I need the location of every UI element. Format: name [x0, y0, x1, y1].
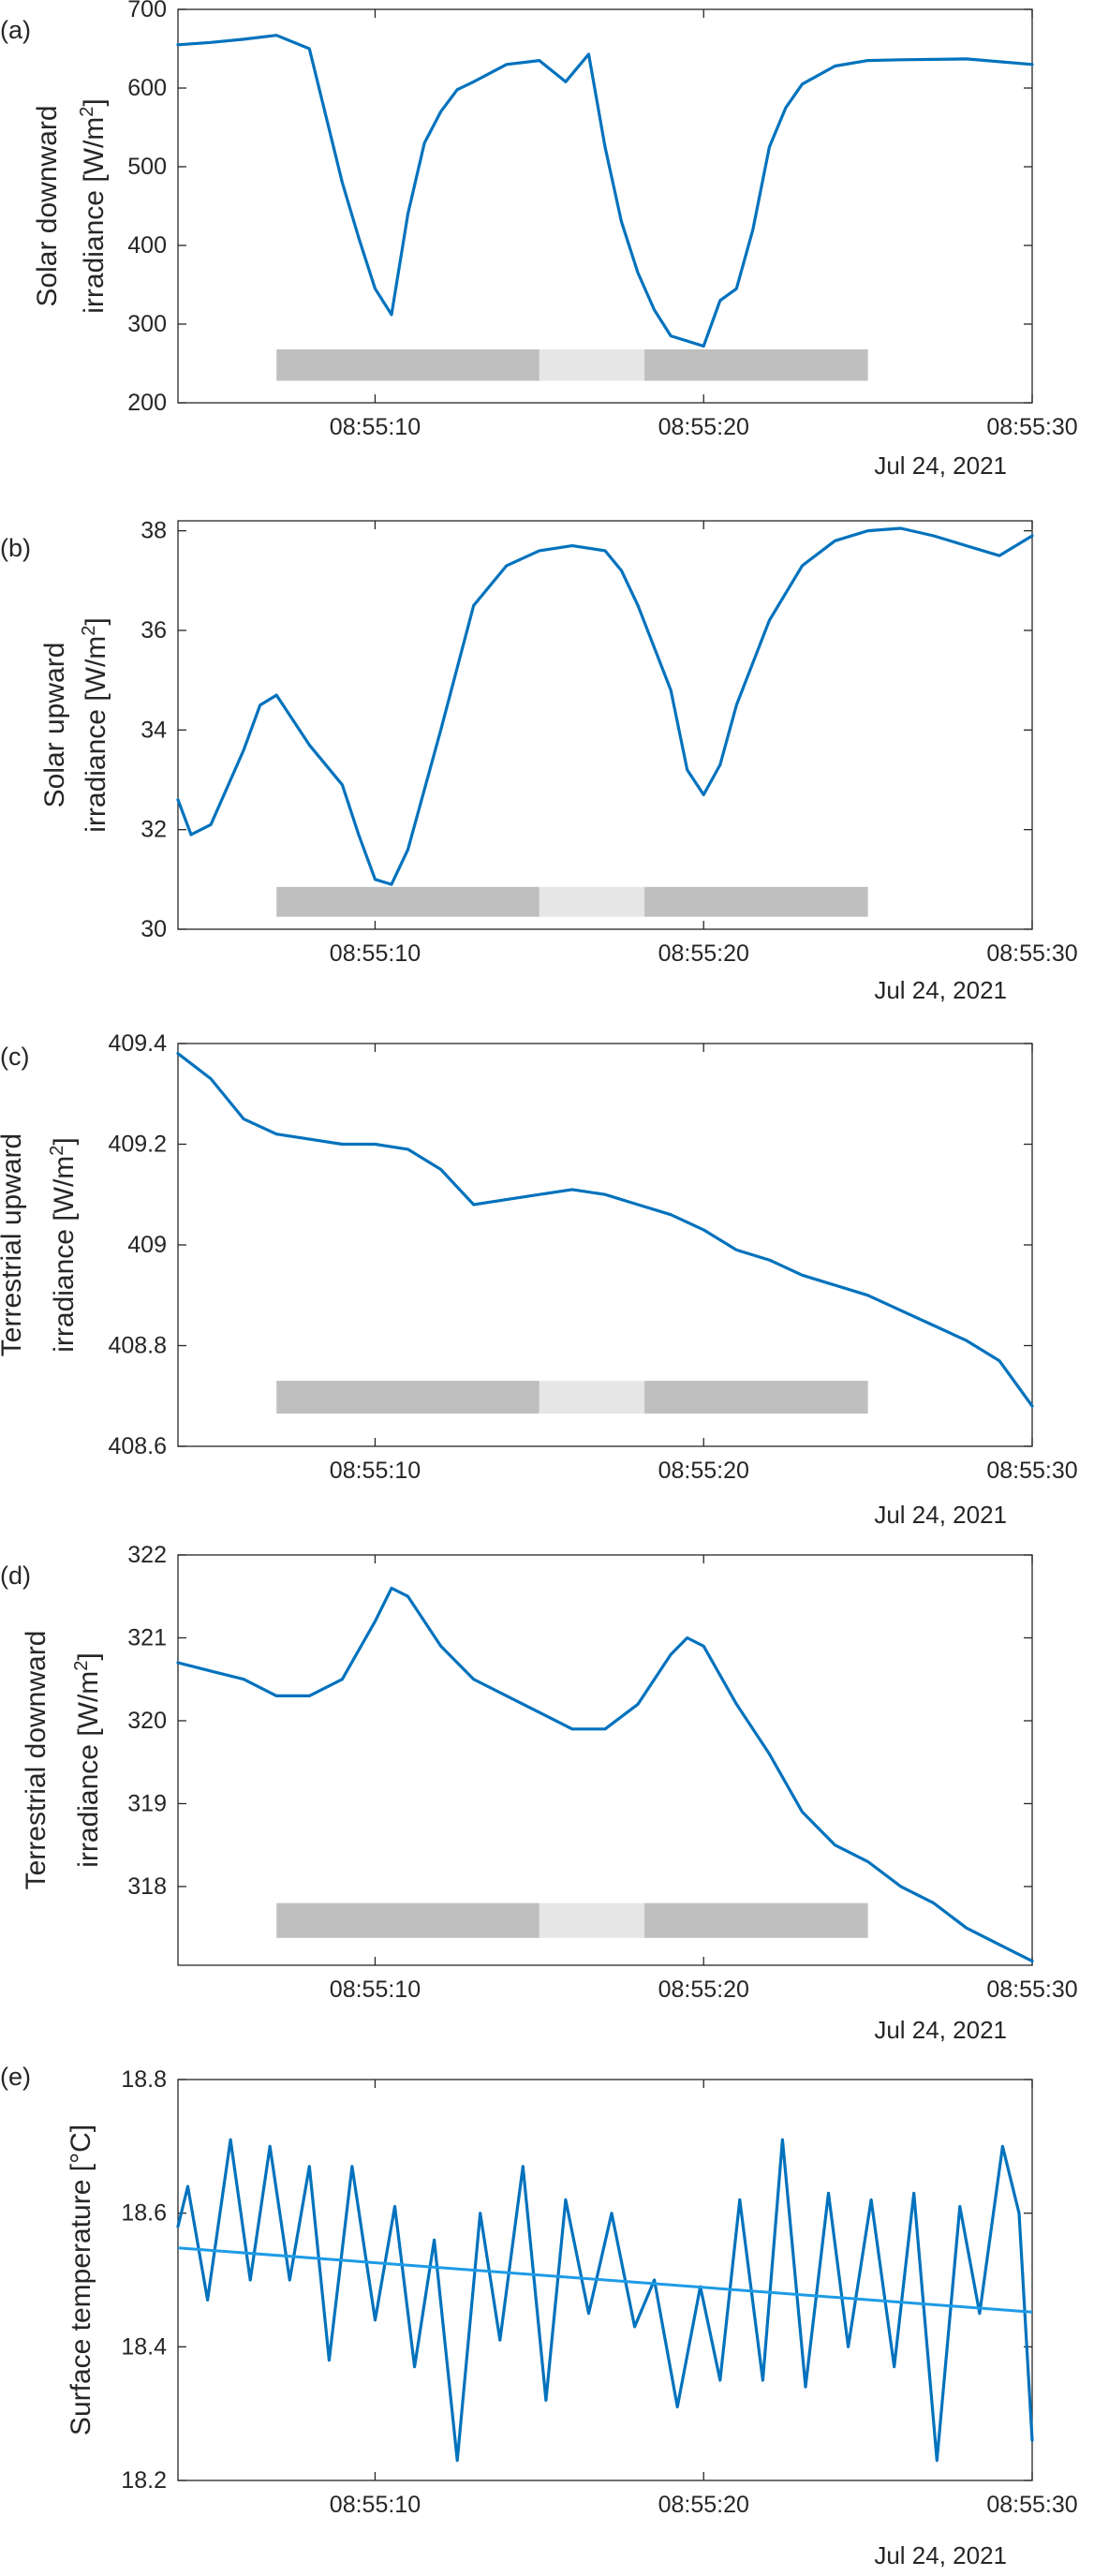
period-bar-dark: [644, 348, 868, 381]
y-axis-title: Surface temperature [°C]: [66, 2124, 96, 2435]
x-tick-label: 08:55:10: [330, 2492, 421, 2518]
y-tick-label: 409.4: [108, 1030, 167, 1057]
y-tick-label: 36: [140, 617, 167, 644]
y-tick-label: 319: [127, 1790, 167, 1816]
x-tick-label: 08:55:10: [330, 1976, 421, 2003]
date-label: Jul 24, 2021: [874, 452, 1007, 480]
period-bar-dark: [644, 1902, 868, 1938]
y-tick-label: 318: [127, 1873, 167, 1900]
y-axis-title: irradiance [W/m2]: [47, 1137, 80, 1353]
x-tick-label: 08:55:30: [986, 940, 1077, 967]
y-tick-label: 18.8: [121, 2066, 167, 2093]
period-bar-light: [539, 348, 645, 381]
y-tick-label: 700: [127, 0, 167, 22]
y-tick-label: 18.4: [121, 2333, 167, 2360]
y-tick-label: 34: [140, 717, 167, 743]
y-tick-label: 320: [127, 1708, 167, 1734]
y-tick-label: 409: [127, 1232, 167, 1258]
date-label: Jul 24, 2021: [874, 2016, 1007, 2044]
period-bar-dark: [644, 886, 868, 917]
y-tick-label: 32: [140, 817, 167, 843]
panel-letter: (d): [0, 1562, 31, 1590]
axes-box: [177, 520, 1033, 930]
x-tick-label: 08:55:30: [986, 1458, 1077, 1484]
y-tick-label: 409.2: [108, 1132, 167, 1158]
panel-d: (d) 318 319 320 321 322 08:55:10 08:55:20 08:55:…: [0, 1542, 1078, 2044]
series-line: [176, 34, 1034, 348]
y-tick-label: 30: [140, 916, 167, 942]
y-axis-title: irradiance [W/m2]: [71, 1652, 104, 1868]
y-axis-title: Solar upward: [39, 643, 70, 808]
y-tick-label: 400: [127, 232, 167, 259]
x-tick-label: 08:55:10: [330, 414, 421, 440]
period-bar-dark: [276, 1381, 540, 1414]
x-tick-label: 08:55:20: [658, 414, 749, 440]
y-tick-label: 600: [127, 75, 167, 101]
period-bar-light: [539, 1381, 645, 1414]
axes-box: [177, 8, 1033, 404]
y-tick-label: 200: [127, 390, 167, 416]
period-bar-light: [539, 1902, 645, 1938]
y-tick-label: 38: [140, 518, 167, 544]
period-bar-dark: [276, 348, 540, 381]
y-axis-title: Terrestrial upward: [0, 1133, 27, 1356]
y-tick-label: 18.2: [121, 2467, 167, 2494]
y-axis-title: Terrestrial downward: [21, 1631, 52, 1890]
panel-c: (c) 408.6 408.8 409 409.2 409.4 08:55:10 08:55:…: [0, 1030, 1078, 1529]
x-tick-label: 08:55:20: [658, 940, 749, 967]
axes-box: [177, 2079, 1033, 2481]
y-tick-label: 408.8: [108, 1333, 167, 1359]
y-tick-label: 408.6: [108, 1433, 167, 1459]
y-tick-label: 322: [127, 1542, 167, 1568]
panel-letter: (e): [0, 2063, 31, 2091]
panel-letter: (a): [0, 16, 31, 44]
y-tick-label: 500: [127, 154, 167, 180]
series-line: [176, 526, 1034, 886]
axes-box: [177, 1554, 1033, 1966]
date-label: Jul 24, 2021: [874, 2541, 1007, 2569]
y-tick-label: 18.6: [121, 2200, 167, 2227]
x-tick-label: 08:55:10: [330, 940, 421, 967]
y-axis-title: irradiance [W/m2]: [77, 98, 110, 314]
y-axis-title: irradiance [W/m2]: [79, 617, 111, 833]
x-tick-label: 08:55:30: [986, 1976, 1077, 2003]
x-tick-label: 08:55:30: [986, 414, 1077, 440]
y-axis-title: Solar downward: [32, 105, 63, 306]
y-tick-label: 300: [127, 311, 167, 337]
date-label: Jul 24, 2021: [874, 1501, 1007, 1529]
period-bar-dark: [644, 1381, 868, 1414]
x-tick-label: 08:55:10: [330, 1458, 421, 1484]
panel-letter: (c): [0, 1043, 29, 1071]
panel-b: (b) 30 32 34 36 38 08:55:10 08:55:20 08:55:30 Jul…: [0, 518, 1078, 1004]
panel-letter: (b): [0, 534, 31, 562]
period-bar-light: [539, 886, 645, 917]
series-line: [176, 1052, 1034, 1408]
x-tick-label: 08:55:20: [658, 1458, 749, 1484]
series-line: [176, 2138, 1034, 2463]
panel-a: (a) 200 300 400 500 600 700 08:55:10 08:55:20 08:…: [0, 0, 1078, 480]
x-tick-label: 08:55:20: [658, 1976, 749, 2003]
x-tick-label: 08:55:30: [986, 2492, 1077, 2518]
y-tick-label: 321: [127, 1624, 167, 1651]
trend-line: [177, 2246, 1033, 2314]
date-label: Jul 24, 2021: [874, 976, 1007, 1004]
x-tick-label: 08:55:20: [658, 2492, 749, 2518]
period-bar-dark: [276, 886, 540, 917]
panel-e: (e) 18.2 18.4 18.6 18.8 08:55:10 08:55:20 08:55…: [0, 2063, 1078, 2569]
period-bar-dark: [276, 1902, 540, 1938]
